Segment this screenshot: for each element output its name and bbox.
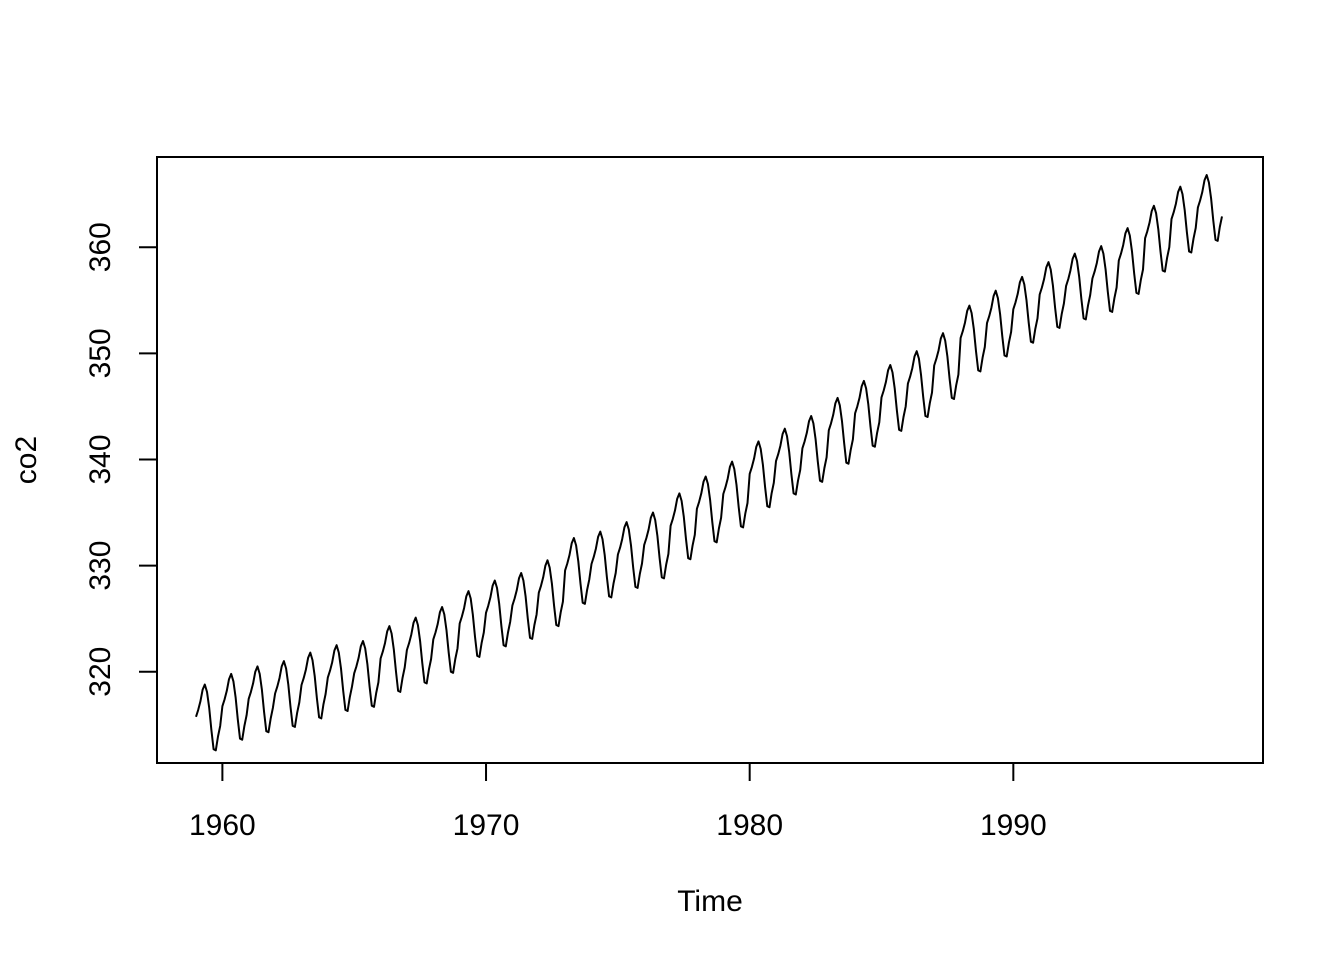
plot-frame bbox=[156, 156, 1264, 764]
y-tick-label-320: 320 bbox=[84, 647, 117, 697]
x-tick-label-1990: 1990 bbox=[980, 809, 1047, 842]
x-tick-label-1970: 1970 bbox=[453, 809, 520, 842]
y-tick-label-340: 340 bbox=[84, 434, 117, 484]
y-axis: 320 330 340 350 360 bbox=[84, 222, 158, 697]
x-tick-label-1980: 1980 bbox=[716, 809, 783, 842]
y-tick-label-330: 330 bbox=[84, 541, 117, 591]
co2-series-line bbox=[195, 174, 1223, 752]
y-axis-label: co2 bbox=[10, 436, 43, 484]
y-tick-label-360: 360 bbox=[84, 222, 117, 272]
x-axis: 1960 1970 1980 1990 bbox=[189, 762, 1047, 842]
y-tick-label-350: 350 bbox=[84, 328, 117, 378]
x-axis-label: Time bbox=[677, 885, 743, 918]
x-tick-label-1960: 1960 bbox=[189, 809, 256, 842]
